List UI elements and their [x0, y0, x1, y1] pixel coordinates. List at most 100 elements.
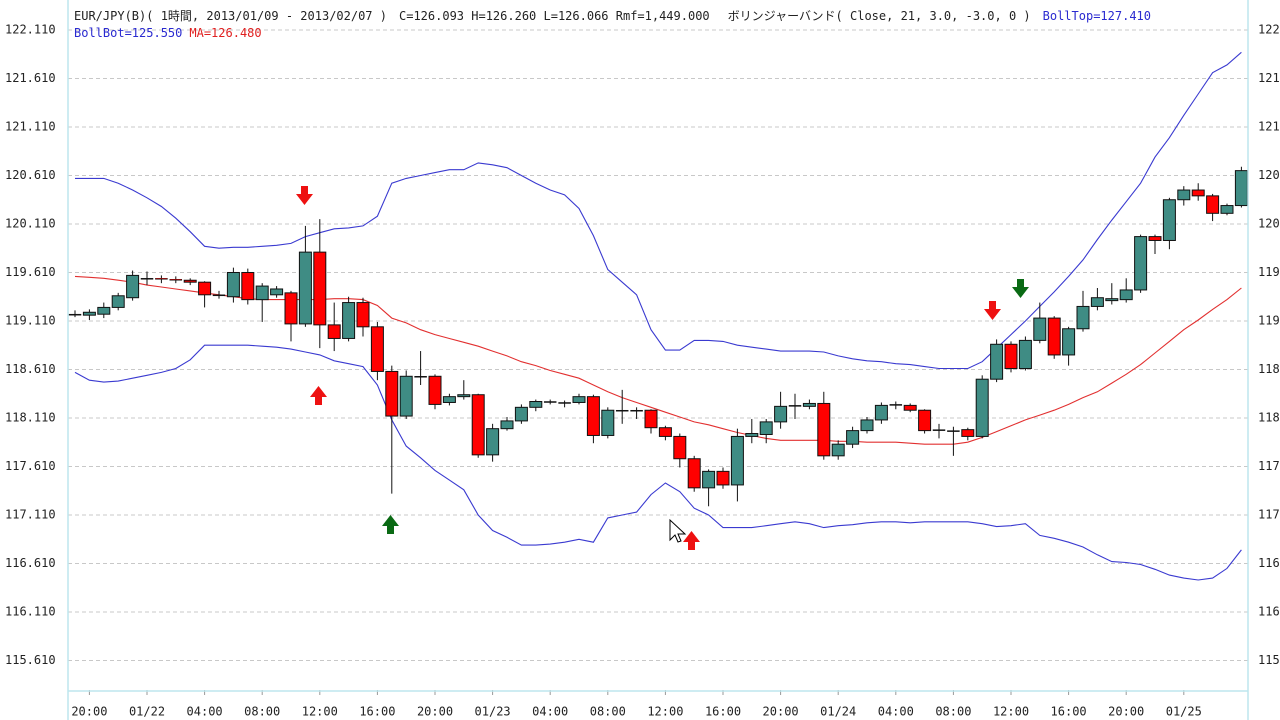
candle-body: [990, 343, 1004, 380]
candle-body: [1234, 170, 1248, 207]
candle-body: [486, 428, 500, 456]
candle-body: [97, 306, 111, 315]
candle-body: [212, 294, 226, 297]
candle-body: [183, 279, 197, 283]
candle-body: [126, 274, 140, 299]
candle-body: [788, 405, 802, 407]
y-tick-label-right: 116.610: [1258, 556, 1280, 570]
candle-body: [385, 370, 399, 417]
candle-body: [226, 271, 240, 298]
x-tick-label: 08:00: [590, 705, 626, 719]
candle-body: [1119, 289, 1133, 301]
y-tick-label-right: 118.110: [1258, 410, 1280, 424]
candle-body: [1090, 297, 1104, 307]
exit-arrow: [382, 515, 399, 534]
candle-body: [1105, 298, 1119, 302]
candle-body: [586, 396, 600, 436]
candle-body: [356, 302, 370, 328]
candle-body: [298, 251, 312, 325]
indicator: ボリンジャーバンド( Close, 21, 3.0, -3.0, 0 ): [728, 9, 1031, 23]
y-tick-label: 116.610: [5, 556, 56, 570]
signal-arrows: [296, 186, 1029, 550]
y-tick-label: 116.110: [5, 605, 56, 619]
candle-body: [687, 458, 701, 489]
candle-body: [169, 279, 183, 281]
x-tick-label: 01/25: [1166, 705, 1202, 719]
y-tick-label-right: 117.110: [1258, 508, 1280, 522]
candle-body: [255, 285, 269, 301]
x-tick-label: 01/24: [820, 705, 856, 719]
plot-area: [68, 29, 1248, 695]
candle-body: [284, 292, 298, 325]
candle-body: [155, 278, 168, 280]
ma-label: MA=126.480: [189, 26, 261, 40]
y-tick-label: 117.110: [5, 508, 56, 522]
candle-body: [500, 420, 514, 430]
candle-body: [831, 443, 845, 457]
y-tick-label-right: 120.110: [1258, 216, 1280, 230]
candle-body: [817, 402, 831, 457]
candle-body: [442, 396, 456, 403]
y-tick-label-right: 116.110: [1258, 605, 1280, 619]
candle-body: [558, 402, 571, 404]
candle-body: [759, 421, 773, 435]
y-tick-label-right: 118.610: [1258, 362, 1280, 376]
boll-bot-label: BollBot=125.550: [74, 26, 182, 40]
candle-body: [1076, 305, 1090, 330]
candle-body: [270, 288, 284, 296]
candle-body: [313, 251, 327, 326]
y-tick-label-right: 117.610: [1258, 459, 1280, 473]
x-tick-label: 20:00: [763, 705, 799, 719]
candle-body: [745, 433, 759, 437]
candle-body: [370, 326, 384, 372]
candle-body: [961, 429, 975, 437]
x-tick-label: 12:00: [302, 705, 338, 719]
y-tick-label: 115.610: [5, 653, 56, 667]
indicator-line: [74, 344, 1242, 581]
candle-body: [1062, 328, 1076, 356]
x-tick-label: 01/22: [129, 705, 165, 719]
y-tick-label: 120.110: [5, 216, 56, 230]
candle-body: [1148, 236, 1162, 241]
x-tick-label: 04:00: [532, 705, 568, 719]
candle-body: [1134, 236, 1148, 291]
x-tick-label: 20:00: [1108, 705, 1144, 719]
y-tick-label-right: 121.110: [1258, 119, 1280, 133]
candle-body: [802, 402, 816, 407]
sell-arrow: [296, 186, 313, 205]
boll-top-label: BollTop=127.410: [1043, 9, 1151, 23]
mouse-cursor: [669, 518, 687, 543]
y-tick-label: 122.110: [5, 22, 56, 36]
candle-body: [918, 409, 932, 432]
candle-body: [1033, 317, 1047, 341]
candle-body: [1162, 199, 1176, 241]
candle-body: [140, 278, 154, 280]
candle-body: [529, 401, 543, 408]
x-tick-label: 20:00: [71, 705, 107, 719]
candle-body: [1018, 339, 1032, 370]
y-tick-label-right: 115.610: [1258, 653, 1280, 667]
y-tick-label: 119.610: [5, 265, 56, 279]
candle-body: [572, 396, 586, 403]
candle-body: [601, 409, 615, 436]
x-tick-label: 16:00: [705, 705, 741, 719]
candle-body: [932, 429, 946, 431]
candle-body: [889, 404, 903, 406]
candle-body: [947, 430, 960, 432]
x-tick-label: 12:00: [647, 705, 683, 719]
y-tick-label-right: 119.610: [1258, 265, 1280, 279]
y-tick-label: 118.110: [5, 410, 56, 424]
candle-body: [414, 376, 427, 378]
x-tick-label: 04:00: [878, 705, 914, 719]
x-tick-label: 16:00: [359, 705, 395, 719]
header-line-2: BollBot=125.550 MA=126.480: [74, 26, 262, 40]
candle-body: [399, 375, 413, 417]
y-tick-label-right: 119.110: [1258, 313, 1280, 327]
x-tick-label: 08:00: [935, 705, 971, 719]
candle-body: [514, 406, 528, 422]
candle-body: [342, 302, 356, 339]
x-tick-label: 12:00: [993, 705, 1029, 719]
candle-body: [975, 378, 989, 437]
candle-body: [1047, 317, 1061, 356]
y-tick-label: 117.610: [5, 459, 56, 473]
